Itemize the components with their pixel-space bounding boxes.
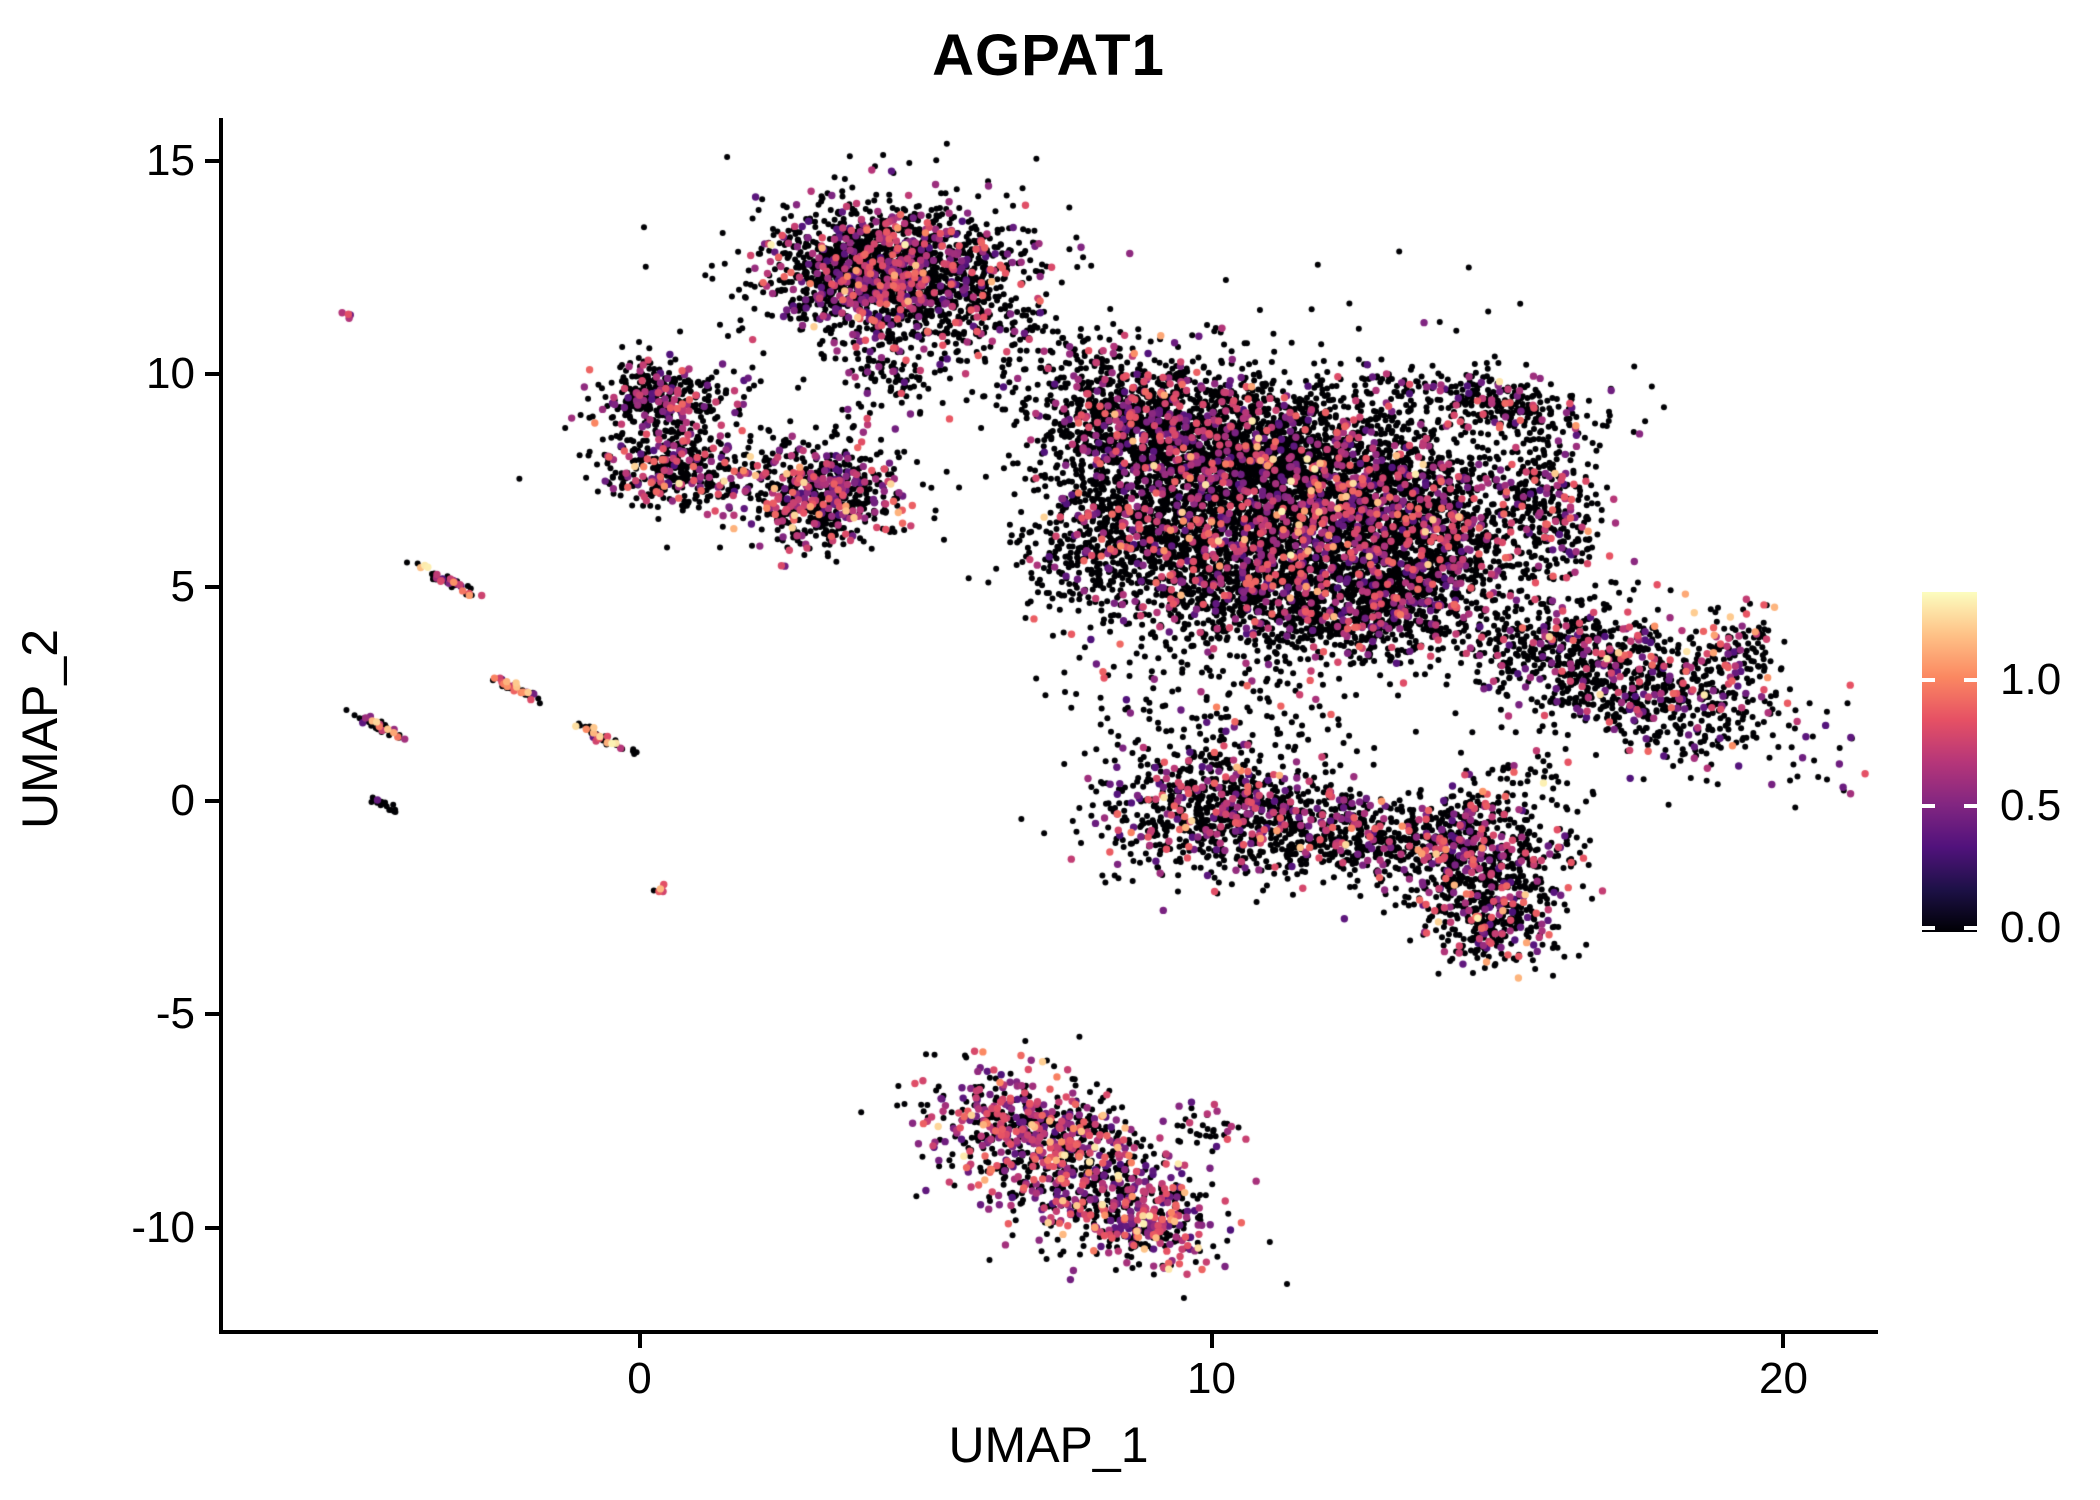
y-tick-mark [205, 372, 219, 377]
y-tick-mark [205, 1012, 219, 1017]
colorbar-tick-notch-left [1922, 804, 1935, 809]
x-tick-label: 0 [627, 1354, 652, 1403]
legend-tick-label: 0.5 [2000, 781, 2062, 831]
y-tick-label: 15 [146, 135, 195, 185]
y-tick-label: 0 [170, 775, 195, 825]
y-tick-mark [205, 1225, 219, 1230]
plot-title: AGPAT1 [932, 23, 1165, 88]
colorbar-gradient [1922, 592, 1977, 932]
colorbar-tick-notch-left [1922, 926, 1935, 930]
y-tick-label: 10 [146, 349, 195, 399]
colorbar-tick-notch-left [1922, 678, 1935, 683]
y-tick-mark [205, 798, 219, 803]
colorbar-tick-notch-right [1964, 926, 1977, 930]
x-axis-title: UMAP_1 [948, 1417, 1149, 1473]
legend-tick-label: 1.0 [2000, 655, 2062, 705]
y-tick-label: 5 [170, 562, 195, 612]
x-axis-line [219, 1330, 1878, 1334]
legend-tick-label: 0.0 [2000, 903, 2062, 952]
y-tick-mark [205, 585, 219, 590]
colorbar-legend: 1.0 0.5 0.0 [1922, 592, 2100, 952]
umap-points-canvas [222, 118, 1875, 1330]
x-tick-mark [1781, 1334, 1786, 1348]
x-tick-label: 20 [1759, 1354, 1808, 1403]
y-tick-label: -10 [131, 1202, 195, 1252]
plot-area [222, 118, 1875, 1330]
y-axis-title: UMAP_2 [12, 628, 68, 830]
x-tick-mark [1209, 1334, 1214, 1348]
y-axis-line [219, 118, 223, 1334]
y-tick-mark [205, 158, 219, 163]
colorbar-tick-notch-right [1964, 804, 1977, 809]
y-tick-label: -5 [155, 989, 195, 1039]
x-tick-mark [637, 1334, 642, 1348]
x-tick-label: 10 [1187, 1354, 1236, 1403]
colorbar-tick-notch-right [1964, 678, 1977, 683]
